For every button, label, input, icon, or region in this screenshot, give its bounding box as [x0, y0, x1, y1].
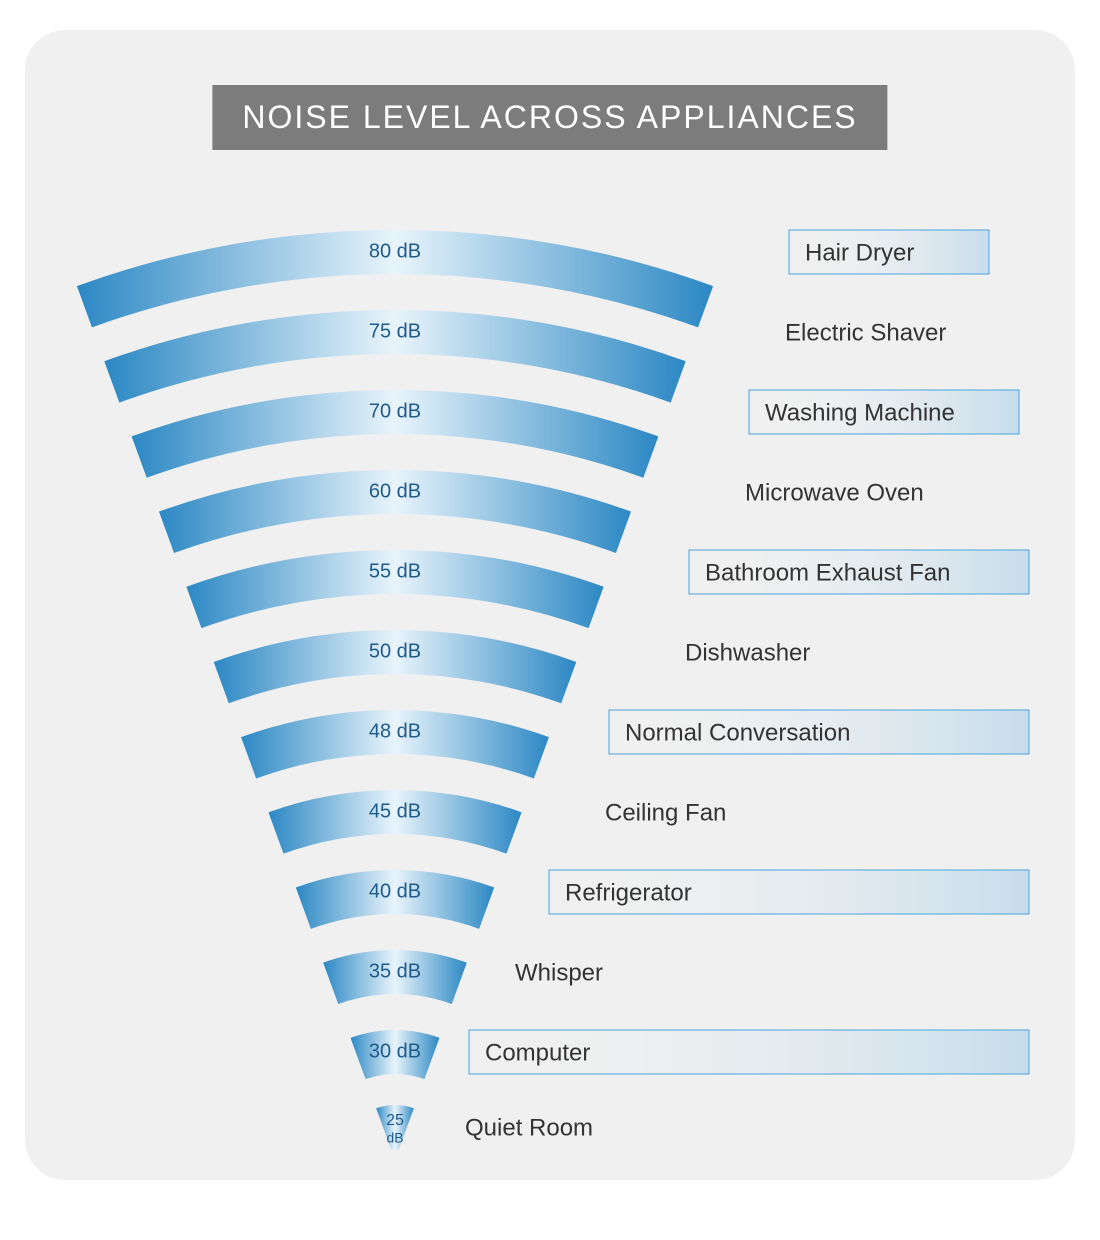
- appliance-label: Ceiling Fan: [605, 799, 726, 826]
- chart-svg: 80 dB 75 dB 70 dB 60 dB 55 dB 50 dB 48 dB 45 dB…: [25, 30, 1075, 1180]
- arcs-group: 80 dB 75 dB 70 dB 60 dB 55 dB 50 dB 48 dB 45 dB…: [77, 230, 713, 1150]
- db-label: 48 dB: [369, 720, 421, 742]
- db-label: 50 dB: [369, 640, 421, 662]
- db-label: 70 dB: [369, 400, 421, 422]
- appliance-label: Microwave Oven: [745, 479, 924, 506]
- appliance-label: Hair Dryer: [805, 239, 914, 266]
- db-value: 25: [386, 1112, 404, 1129]
- db-label: 75 dB: [369, 320, 421, 342]
- appliance-label: Bathroom Exhaust Fan: [705, 559, 950, 586]
- db-label: 60 dB: [369, 480, 421, 502]
- db-label: 40 dB: [369, 880, 421, 902]
- db-label: 30 dB: [369, 1040, 421, 1062]
- appliance-label: Electric Shaver: [785, 319, 946, 346]
- infographic-card: NOISE LEVEL ACROSS APPLIANCES 80 dB75 dB…: [25, 30, 1075, 1180]
- appliance-label: Washing Machine: [765, 399, 955, 426]
- appliance-label: Quiet Room: [465, 1114, 593, 1141]
- db-label: 80 dB: [369, 240, 421, 262]
- db-label: 35 dB: [369, 960, 421, 982]
- appliance-label: Whisper: [515, 959, 603, 986]
- appliance-label: Computer: [485, 1039, 590, 1066]
- appliance-label: Normal Conversation: [625, 719, 850, 746]
- db-label: 45 dB: [369, 800, 421, 822]
- appliance-label: Refrigerator: [565, 879, 692, 906]
- appliance-label: Dishwasher: [685, 639, 810, 666]
- db-label: 55 dB: [369, 560, 421, 582]
- db-unit: dB: [386, 1130, 403, 1146]
